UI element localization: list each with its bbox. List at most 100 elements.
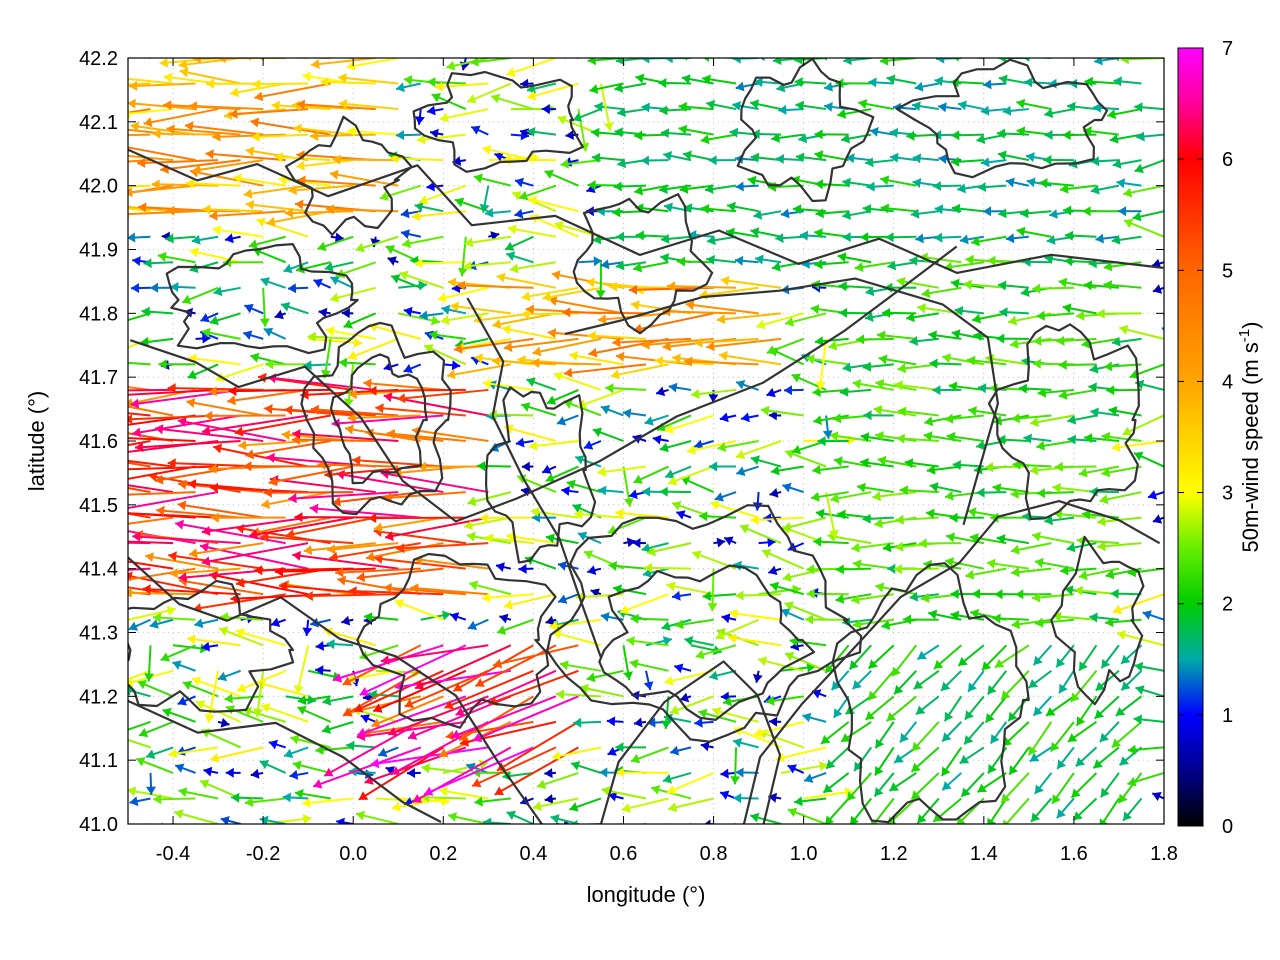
wind-vector-head (874, 518, 883, 529)
wind-vector-head (1034, 557, 1044, 568)
y-tick-label: 41.7 (79, 367, 118, 389)
wind-vector-head (685, 300, 695, 311)
wind-vector-head (1134, 451, 1144, 461)
wind-vector (914, 823, 917, 824)
wind-vector-head (1082, 509, 1091, 520)
x-axis-label: longitude (°) (587, 882, 706, 907)
wind-vector (229, 108, 309, 116)
wind-vector-head (303, 545, 313, 556)
wind-vector-head (387, 256, 397, 266)
wind-vector-head (315, 641, 325, 651)
wind-vector-head (992, 483, 1002, 494)
wind-vector-head (129, 80, 138, 91)
wind-vector-head (1011, 544, 1020, 555)
wind-vector (331, 414, 444, 425)
wind-vector (1090, 58, 1097, 59)
wind-vector-head (201, 556, 211, 567)
wind-vector-head (640, 155, 649, 166)
wind-vector-head (403, 49, 412, 58)
wind-vector-head (707, 235, 716, 246)
wind-vector-head (880, 175, 890, 186)
wind-vector-head (752, 674, 763, 683)
wind-vector-head (896, 276, 906, 287)
wind-vector-head (505, 241, 515, 251)
wind-vector-head (294, 788, 304, 799)
wind-vector (128, 386, 151, 391)
wind-vector (160, 159, 241, 171)
wind-vector-head (953, 58, 959, 62)
wind-vector (128, 567, 196, 581)
x-axis-ticks: -0.4 -0.2 0.0 0.2 0.4 0.6 0.8 1.0 1.2 1.4 1.6 1.8 (156, 58, 1178, 865)
wind-vector-head (703, 58, 710, 62)
wind-vector-head (1046, 235, 1056, 245)
wind-vector-head (587, 58, 596, 66)
wind-vector-head (1136, 131, 1145, 142)
wind-vector-head (140, 336, 149, 347)
wind-vector-head (629, 284, 638, 295)
wind-vector-head (573, 112, 583, 122)
wind-vector-head (466, 531, 476, 542)
wind-vector-head (644, 416, 654, 426)
wind-vector-head (917, 650, 927, 660)
wind-vector-head (841, 133, 850, 144)
wind-vector-head (1010, 488, 1019, 499)
wind-vector (439, 108, 489, 121)
wind-vector-head (983, 206, 991, 217)
wind-vector-head (1016, 126, 1026, 137)
wind-vector-head (959, 754, 970, 764)
wind-vector-head (771, 465, 780, 476)
wind-vector-head (186, 398, 196, 408)
wind-vector-head (75, 85, 84, 95)
wind-vector-head (67, 535, 75, 545)
wind-vector (932, 58, 939, 59)
wind-vector-head (1111, 738, 1122, 748)
wind-vector (128, 412, 151, 417)
wind-vector-head (402, 238, 411, 249)
wind-vector-head (300, 389, 309, 400)
wind-vector-head (588, 347, 598, 358)
wind-vector-head (678, 101, 687, 112)
wind-vector-head (915, 233, 924, 244)
wind-vector-head (597, 466, 606, 477)
x-tick-label: -0.2 (246, 843, 280, 865)
wind-vector-head (1115, 707, 1126, 716)
wind-vector-head (707, 603, 718, 612)
wind-vector-head (521, 402, 531, 412)
wind-vector-head (924, 416, 934, 427)
wind-vector-head (906, 130, 915, 141)
wind-vector-head (165, 233, 174, 244)
wind-vector-head (1020, 208, 1029, 219)
wind-vector-head (158, 359, 167, 370)
wind-vector-head (1034, 617, 1044, 628)
wind-vector (288, 184, 354, 192)
wind-vector-head (290, 734, 300, 745)
wind-vector-head (136, 757, 146, 767)
wind-vector-head (244, 797, 254, 808)
wind-vector (619, 593, 669, 614)
wind-vector-head (906, 312, 915, 323)
wind-vector (396, 542, 489, 550)
wind-vector-head (338, 357, 348, 368)
wind-vector-head (128, 232, 136, 243)
wind-vector-head (1118, 206, 1126, 217)
wind-vector-head (946, 431, 956, 442)
wind-vector-head (320, 77, 329, 87)
wind-vector-head (66, 386, 74, 396)
wind-vector-head (297, 705, 307, 715)
wind-vector-head (815, 508, 825, 519)
wind-vector-head (824, 81, 833, 92)
wind-vector-head (934, 204, 944, 215)
wind-vector-head (720, 691, 729, 702)
wind-vector-head (444, 700, 454, 710)
wind-vector-head (212, 131, 221, 142)
wind-vector-head (52, 523, 61, 533)
wind-vector (168, 746, 219, 756)
wind-vector-head (309, 503, 319, 514)
wind-vector-head (666, 581, 676, 592)
wind-vector-head (794, 796, 803, 807)
wind-vector-head (1089, 612, 1098, 623)
wind-vector-head (472, 778, 482, 788)
wind-vector-head (885, 232, 894, 243)
wind-vector-head (660, 828, 669, 837)
